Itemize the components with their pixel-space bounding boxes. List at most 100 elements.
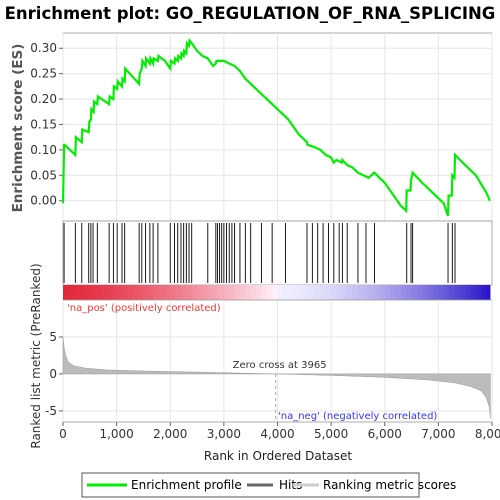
color-bar-segment bbox=[411, 285, 418, 300]
color-bar-segment bbox=[427, 285, 434, 300]
color-bar-segment bbox=[336, 285, 343, 300]
es-y-tick-label: 0.15 bbox=[30, 117, 57, 131]
color-bar-segment bbox=[374, 285, 380, 300]
color-bar-segment bbox=[266, 285, 273, 300]
color-bar-segment bbox=[229, 285, 236, 300]
color-bar-segment bbox=[438, 285, 445, 300]
es-y-tick-label: 0.30 bbox=[30, 41, 57, 55]
color-bar-segment bbox=[363, 285, 370, 300]
color-bar-segment bbox=[95, 285, 102, 300]
color-bar-segment bbox=[406, 285, 413, 300]
hits-marks bbox=[63, 223, 456, 283]
color-bar-segment bbox=[79, 285, 86, 300]
color-bar-segment bbox=[298, 285, 305, 300]
color-bar-segment bbox=[341, 285, 348, 300]
color-bar-segment bbox=[84, 285, 91, 300]
color-bar-segment bbox=[481, 285, 488, 300]
metric-y-tick-label: 0 bbox=[49, 367, 57, 381]
metric-y-ticks: -5 0 5 bbox=[45, 330, 63, 418]
rank-color-bar bbox=[63, 285, 491, 300]
color-bar-segment bbox=[159, 285, 166, 300]
es-y-tick-label: 0.10 bbox=[30, 143, 57, 157]
color-bar-segment bbox=[304, 285, 311, 300]
x-tick-label: 3,000 bbox=[207, 427, 241, 441]
es-y-tick-label: 0.20 bbox=[30, 92, 57, 106]
color-bar-segment bbox=[384, 285, 391, 300]
color-bar-segment bbox=[154, 285, 161, 300]
legend-label-metric: Ranking metric scores bbox=[323, 478, 456, 492]
color-bar-segment bbox=[309, 285, 316, 300]
es-y-tick-label: 0.25 bbox=[30, 67, 57, 81]
legend-label-enrichment: Enrichment profile bbox=[131, 478, 242, 492]
color-bar-segment bbox=[368, 285, 375, 300]
color-bar-segment bbox=[325, 285, 332, 300]
es-y-tick-label: 0.00 bbox=[30, 194, 57, 208]
color-bar-segment bbox=[459, 285, 466, 300]
color-bar-segment bbox=[443, 285, 450, 300]
enrichment-profile-line bbox=[61, 37, 491, 217]
neg-correlated-label: 'na_neg' (negatively correlated) bbox=[278, 411, 437, 422]
color-bar-segment bbox=[331, 285, 338, 300]
color-bar-segment bbox=[282, 285, 289, 300]
color-bar-segment bbox=[218, 285, 225, 300]
color-bar-segment bbox=[191, 285, 198, 300]
x-tick-label: 4,000 bbox=[260, 427, 294, 441]
x-tick-label: 1,000 bbox=[99, 427, 133, 441]
color-bar-segment bbox=[277, 285, 284, 300]
color-bar-segment bbox=[475, 285, 482, 300]
color-bar-segment bbox=[197, 285, 204, 300]
color-bar-segment bbox=[357, 285, 364, 300]
color-bar-segment bbox=[175, 285, 182, 300]
legend-label-hits: Hits bbox=[279, 478, 302, 492]
color-bar-segment bbox=[315, 285, 321, 300]
x-tick-label: 8,000 bbox=[475, 427, 500, 441]
color-bar-segment bbox=[320, 285, 327, 300]
es-panel: 0.00 0.05 0.10 0.15 0.20 0.25 0.30 bbox=[30, 32, 493, 222]
color-bar-segment bbox=[100, 285, 107, 300]
es-y-tick-label: 0.05 bbox=[30, 168, 57, 182]
color-bar-segment bbox=[390, 285, 397, 300]
color-bar-segment bbox=[180, 285, 187, 300]
color-bar-segment bbox=[250, 285, 257, 300]
legend: Enrichment profile Hits Ranking metric s… bbox=[81, 472, 456, 498]
color-bar-segment bbox=[73, 285, 80, 300]
pos-correlated-label: 'na_pos' (positively correlated) bbox=[67, 303, 221, 314]
color-bar-segment bbox=[416, 285, 423, 300]
color-bar-segment bbox=[454, 285, 461, 300]
color-bar-segment bbox=[89, 285, 96, 300]
metric-y-tick-label: -5 bbox=[45, 404, 57, 418]
color-bar-segment bbox=[132, 285, 139, 300]
color-bar-segment bbox=[245, 285, 252, 300]
color-bar-segment bbox=[207, 285, 214, 300]
color-bar-segment bbox=[105, 285, 112, 300]
color-bar-segment bbox=[347, 285, 354, 300]
metric-y-axis-label: Ranked list metric (PreRanked) bbox=[29, 263, 43, 448]
color-bar-segment bbox=[68, 285, 75, 300]
hits-frame bbox=[62, 220, 493, 286]
x-axis-ticks: 0 1,000 2,000 3,000 4,000 5,000 6,000 7,000 8,00… bbox=[59, 422, 500, 441]
ranking-metric-area bbox=[62, 336, 491, 419]
zero-cross-label: Zero cross at 3965 bbox=[233, 360, 327, 371]
es-y-ticks: 0.00 0.05 0.10 0.15 0.20 0.25 0.30 bbox=[30, 41, 63, 208]
hits-panel bbox=[62, 220, 493, 286]
color-bar-segment bbox=[148, 285, 155, 300]
color-bar-segment bbox=[433, 285, 439, 300]
color-bar-segment bbox=[465, 285, 472, 300]
color-bar-segment bbox=[138, 285, 145, 300]
color-bar-segment bbox=[395, 285, 402, 300]
color-bar-segment bbox=[272, 285, 279, 300]
color-bar-segment bbox=[449, 285, 456, 300]
x-tick-label: 6,000 bbox=[368, 427, 402, 441]
x-tick-label: 2,000 bbox=[153, 427, 187, 441]
color-bar-segment bbox=[288, 285, 295, 300]
color-bar-segment bbox=[261, 285, 268, 300]
color-bar-segment bbox=[170, 285, 177, 300]
color-bar-segment bbox=[186, 285, 193, 300]
color-bar-segment bbox=[422, 285, 429, 300]
x-tick-label: 0 bbox=[59, 427, 67, 441]
color-bar-segment bbox=[202, 285, 209, 300]
x-tick-label: 5,000 bbox=[314, 427, 348, 441]
color-bar-segment bbox=[121, 285, 128, 300]
color-bar-segment bbox=[116, 285, 123, 300]
